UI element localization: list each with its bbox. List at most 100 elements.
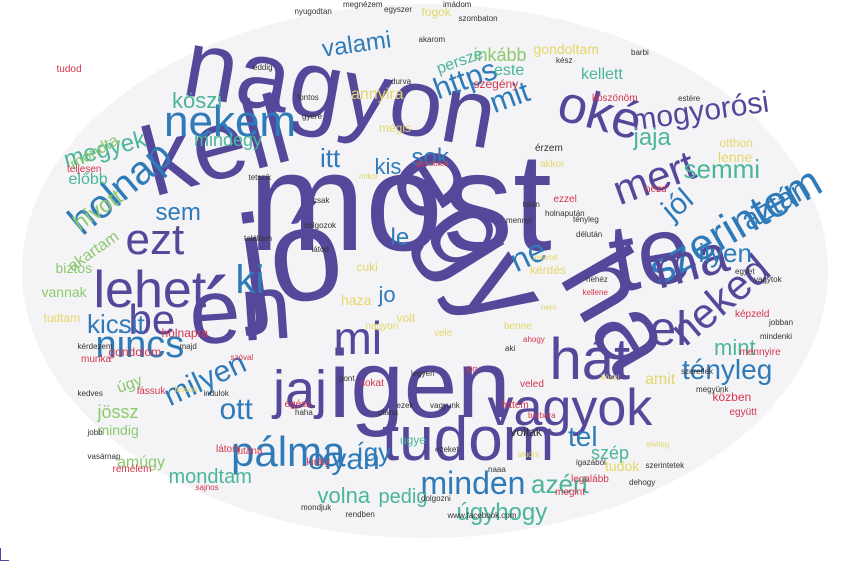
cloud-word: pálma [231, 428, 346, 475]
cloud-word: ezeket [435, 445, 459, 454]
cloud-word: kész [556, 56, 573, 65]
cloud-word: legyen [411, 369, 435, 378]
cloud-word: este [494, 62, 525, 79]
cloud-word: úgyhogy [456, 499, 548, 526]
cloud-word: cuki [356, 260, 378, 274]
cloud-word: azért [531, 469, 589, 499]
cloud-word: vagytok [754, 275, 782, 284]
cloud-word: mégis [379, 121, 412, 135]
cloud-word: utána [237, 446, 263, 457]
cloud-word: látod [311, 245, 329, 254]
cloud-word: munka [81, 354, 112, 365]
cloud-word: dehogy [629, 478, 656, 487]
cloud-word: igen [329, 331, 511, 438]
cloud-word: tudom [382, 405, 555, 474]
cloud-word: megnézem [343, 0, 383, 9]
cloud-word: gondoltam [533, 41, 599, 57]
cloud-word: így [356, 437, 392, 467]
cloud-word: utána [378, 408, 399, 417]
cloud-word: nem [541, 303, 557, 312]
cloud-word: nekem [164, 97, 297, 146]
cloud-word: hát [549, 327, 631, 392]
cloud-word: akkor [540, 159, 565, 170]
cloud-word: remélem [112, 464, 152, 475]
cloud-word: mindenki [760, 332, 793, 341]
cloud-word: vasárnap [87, 452, 121, 461]
cloud-word: holnapután [545, 209, 585, 218]
cloud-word: legalább [571, 474, 609, 485]
cloud-word: ilyen [698, 238, 752, 268]
cloud-word: pedig [378, 486, 428, 508]
cloud-word: dolgozok [304, 221, 337, 230]
cloud-word: le [390, 224, 410, 251]
cloud-word: egész [284, 399, 312, 410]
cloud-word: köszi [172, 88, 223, 113]
cloud-word: kérdés [530, 263, 567, 277]
cloud-word: otthon [719, 136, 753, 150]
cloud-word: megint [555, 487, 586, 498]
cloud-word: imádom [443, 0, 472, 9]
cloud-word: képzeld [735, 309, 770, 320]
cloud-word: most [248, 123, 552, 280]
cloud-word: szegény [473, 77, 519, 91]
cloud-word: pont [339, 374, 355, 383]
cloud-word: mi [333, 312, 383, 364]
cloud-word: nincs [95, 324, 185, 366]
cloud-word: volna [317, 483, 371, 508]
cloud-word: érzem [535, 143, 563, 154]
cloud-word: eddig [253, 63, 273, 72]
cloud-word: nagyon [365, 321, 399, 332]
cloud-word: szeretlek [681, 367, 714, 376]
cloud-word: ki [235, 258, 265, 302]
cloud-word: kérdezem [77, 342, 113, 351]
cloud-word: köszönöm [592, 93, 638, 104]
cloud-word: tényleg [682, 354, 773, 385]
cloud-word: kedves [77, 389, 103, 398]
cloud-word: szombaton [458, 14, 498, 23]
cloud-word: nehéz [586, 275, 608, 284]
cloud-word: ott [219, 393, 253, 426]
cloud-word: gondolom [108, 345, 162, 359]
cloud-word: el [649, 303, 687, 356]
cloud-word: mindegy [194, 130, 263, 150]
cloud-word: annyira [351, 86, 404, 103]
cloud-word: fogok [421, 5, 451, 19]
cloud-word: kis [374, 154, 402, 179]
cloud-word: szép [591, 443, 630, 463]
cloud-word: ahogy [523, 335, 545, 344]
cloud-word: barbara [528, 411, 556, 420]
cloud-word: vele [434, 328, 453, 339]
cloud-word: naaa [488, 465, 506, 474]
cloud-word: hittem [501, 400, 529, 411]
cloud-word: www.facebook.com [447, 511, 517, 520]
cloud-word: előbb [68, 171, 108, 188]
cloud-word: semmi [683, 154, 761, 184]
cloud-word: jött [466, 365, 478, 374]
cloud-word: nyugodtan [294, 7, 332, 16]
cloud-word: mikor [359, 172, 379, 181]
cloud-word: ezek [396, 401, 414, 410]
cloud-word: gyere [302, 112, 323, 121]
cloud-word: dolgozni [421, 494, 451, 503]
cloud-word: biztos [55, 260, 93, 276]
cloud-word: mennyi [506, 216, 532, 225]
cloud-word: volt [396, 311, 416, 325]
cloud-word: egyszer [384, 5, 413, 14]
cloud-word: megyünk [696, 385, 729, 394]
cloud-word: ezt [125, 215, 185, 264]
cloud-word: szerintetek [645, 461, 685, 470]
cloud-word: amit [645, 371, 676, 388]
cloud-word: mindig [97, 422, 139, 438]
cloud-word: lehet [93, 261, 207, 319]
cloud-word: tudod [56, 64, 82, 75]
cloud-word: jo [378, 282, 396, 307]
cloud-word: mint [714, 335, 756, 360]
cloud-word: találtam [244, 234, 273, 243]
cloud-word: talán [522, 200, 540, 209]
cloud-word: mondtam [168, 466, 252, 488]
cloud-word: ugye [400, 433, 427, 447]
cloud-ellipse-background [22, 4, 828, 538]
cloud-word: nézd [645, 184, 667, 195]
cloud-word: köszi [601, 373, 620, 382]
